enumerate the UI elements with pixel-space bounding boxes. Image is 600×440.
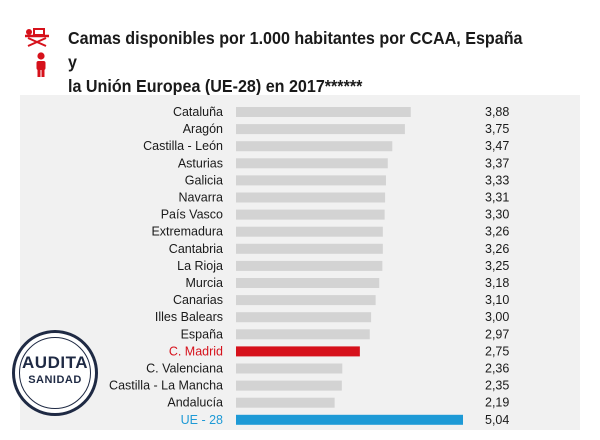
bar-canarias (236, 295, 376, 306)
bar-navarra (236, 192, 386, 203)
category-label-cantabria: Cantabria (169, 242, 223, 256)
value-label-cataluna: 3,88 (485, 105, 509, 119)
bar-aragon (236, 124, 405, 135)
category-label-canarias: Canarias (173, 293, 223, 307)
value-label-espana: 2,97 (485, 327, 509, 341)
category-label-illes-balears: Illes Balears (155, 310, 223, 324)
category-label-pais-vasco: País Vasco (161, 208, 223, 222)
bar-illes-balears (236, 312, 372, 323)
value-label-illes-balears: 3,00 (485, 310, 509, 324)
bar-la-rioja (236, 260, 383, 271)
bar-c-valenciana (236, 363, 343, 374)
audita-sanidad-logo: AUDITA SANIDAD (12, 330, 98, 416)
category-label-aragon: Aragón (183, 122, 223, 136)
logo-text-audita: AUDITA (22, 353, 88, 372)
value-label-extremadura: 3,26 (485, 225, 509, 239)
bar-espana (236, 329, 370, 340)
value-label-aragon: 3,75 (485, 122, 509, 136)
category-label-ue-28: UE - 28 (181, 413, 223, 427)
category-label-castilla-leon: Castilla - León (143, 139, 223, 153)
bar-andalucia (236, 397, 335, 408)
value-label-murcia: 3,18 (485, 276, 509, 290)
bar-c-madrid (236, 346, 360, 357)
logo-ring (19, 337, 91, 409)
bar-cantabria (236, 243, 383, 254)
value-label-castilla-leon: 3,47 (485, 139, 509, 153)
value-label-castilla-la-mancha: 2,35 (485, 379, 509, 393)
value-label-navarra: 3,31 (485, 191, 509, 205)
value-label-cantabria: 3,26 (485, 242, 509, 256)
category-label-espana: España (181, 327, 223, 341)
bar-asturias (236, 158, 388, 169)
bar-chart: Cataluña 3,88 Aragón 3,75 Castilla - León 3,4… (109, 105, 509, 427)
header: Camas disponibles por 1.000 habitantes p… (0, 0, 600, 96)
value-label-galicia: 3,33 (485, 173, 509, 187)
value-label-la-rioja: 3,25 (485, 259, 509, 273)
bar-extremadura (236, 226, 383, 237)
category-label-andalucia: Andalucía (167, 396, 223, 410)
category-label-la-rioja: La Rioja (177, 259, 223, 273)
value-label-canarias: 3,10 (485, 293, 509, 307)
value-label-ue-28: 5,04 (485, 413, 509, 427)
person-icon (36, 52, 46, 77)
category-label-c-madrid: C. Madrid (169, 344, 223, 358)
category-label-c-valenciana: C. Valenciana (146, 362, 223, 376)
bar-castilla-leon (236, 141, 393, 152)
category-label-extremadura: Extremadura (151, 225, 223, 239)
bar-pais-vasco (236, 209, 385, 220)
chart-title-line-2: la Unión Europea (UE-28) en 2017****** (68, 76, 363, 96)
chart-panel: Cataluña 3,88 Aragón 3,75 Castilla - León 3,4… (20, 95, 580, 430)
value-label-andalucia: 2,19 (485, 396, 509, 410)
category-label-cataluna: Cataluña (173, 105, 223, 119)
logo-text-sanidad: SANIDAD (28, 374, 82, 386)
category-label-castilla-la-mancha: Castilla - La Mancha (109, 379, 223, 393)
value-label-c-valenciana: 2,36 (485, 362, 509, 376)
bar-galicia (236, 175, 386, 186)
category-label-murcia: Murcia (185, 276, 223, 290)
category-label-galicia: Galicia (185, 173, 223, 187)
category-label-navarra: Navarra (179, 191, 224, 205)
bar-castilla-la-mancha (236, 380, 342, 391)
value-label-asturias: 3,37 (485, 156, 509, 170)
value-label-pais-vasco: 3,30 (485, 208, 509, 222)
bar-cataluna (236, 107, 411, 117)
chart-title-line-1: Camas disponibles por 1.000 habitantes p… (68, 28, 523, 72)
category-label-asturias: Asturias (178, 156, 223, 170)
value-label-c-madrid: 2,75 (485, 344, 509, 358)
hospital-bed-icon (25, 28, 49, 47)
bar-ue-28 (236, 414, 463, 425)
bar-murcia (236, 278, 380, 288)
chart-title: Camas disponibles por 1.000 habitantes p… (68, 26, 528, 98)
